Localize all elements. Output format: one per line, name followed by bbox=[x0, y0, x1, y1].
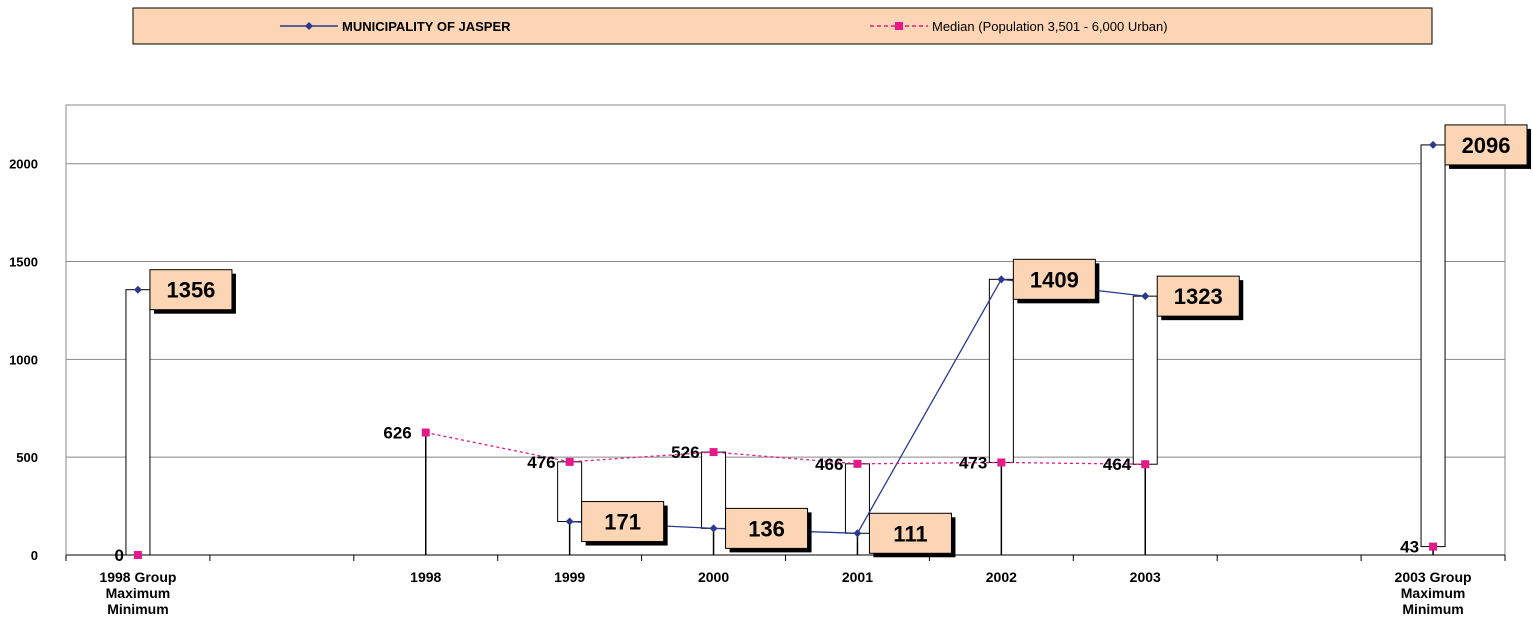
x-tick-label: 2002 bbox=[985, 569, 1017, 585]
high-low-box bbox=[701, 451, 727, 529]
data-label: 1356 bbox=[166, 278, 215, 303]
point bbox=[133, 285, 142, 294]
point bbox=[1141, 292, 1150, 301]
x-tick-label: 2000 bbox=[697, 569, 730, 585]
legend-marker bbox=[895, 22, 903, 30]
point bbox=[997, 458, 1006, 467]
y-tick-label: 500 bbox=[16, 450, 38, 465]
point bbox=[565, 457, 574, 466]
point bbox=[709, 524, 718, 533]
data-label: 526 bbox=[671, 443, 699, 462]
data-label: 111 bbox=[893, 521, 927, 546]
data-label: 466 bbox=[815, 455, 843, 474]
point bbox=[709, 448, 718, 457]
x-tick-label: 1998 Group Maximum Minimum bbox=[99, 569, 177, 617]
high-low-box bbox=[988, 278, 1014, 463]
point bbox=[565, 517, 574, 526]
x-tick-label: 2003 Group Maximum Minimum bbox=[1394, 569, 1472, 617]
point bbox=[997, 275, 1006, 284]
high-low-box bbox=[125, 289, 151, 556]
data-label: 476 bbox=[527, 453, 555, 472]
point bbox=[133, 551, 142, 559]
y-tick-label: 1000 bbox=[9, 352, 38, 367]
point bbox=[1429, 542, 1438, 551]
x-tick-label: 1998 bbox=[410, 569, 442, 585]
label-box bbox=[1012, 258, 1096, 300]
point bbox=[853, 529, 862, 538]
point bbox=[1141, 460, 1150, 469]
data-label: 0 bbox=[114, 546, 123, 565]
legend-marker bbox=[305, 22, 313, 30]
label-box bbox=[581, 501, 665, 543]
high-low-box bbox=[844, 463, 870, 534]
data-label: 464 bbox=[1103, 455, 1132, 474]
label-box bbox=[1156, 275, 1240, 317]
y-tick-label: 1500 bbox=[9, 255, 38, 270]
x-tick-label: 2001 bbox=[841, 569, 874, 585]
x-tick-label: 2003 bbox=[1129, 569, 1161, 585]
high-low-box bbox=[557, 461, 583, 523]
data-label: 2096 bbox=[1462, 133, 1511, 158]
x-tick-label: 1999 bbox=[554, 569, 586, 585]
legend-label: MUNICIPALITY OF JASPER bbox=[342, 19, 511, 34]
data-label: 43 bbox=[1400, 538, 1419, 557]
legend-label: Median (Population 3,501 - 6,000 Urban) bbox=[932, 19, 1168, 34]
label-box bbox=[149, 269, 233, 311]
y-tick-label: 0 bbox=[31, 548, 38, 563]
point bbox=[853, 459, 862, 468]
legend-box bbox=[132, 7, 1433, 45]
data-label: 1323 bbox=[1174, 284, 1223, 309]
point bbox=[421, 428, 430, 437]
high-low-box bbox=[1132, 295, 1158, 465]
label-box bbox=[1444, 124, 1528, 166]
data-label: 171 bbox=[604, 510, 641, 535]
label-box bbox=[868, 512, 952, 554]
high-low-box bbox=[1420, 144, 1446, 548]
series-line bbox=[425, 431, 1146, 465]
y-tick-label: 2000 bbox=[9, 157, 38, 172]
data-label: 136 bbox=[748, 516, 785, 541]
point bbox=[1429, 140, 1438, 149]
data-label: 626 bbox=[383, 424, 411, 443]
data-label: 1409 bbox=[1030, 267, 1079, 292]
plot-area bbox=[65, 104, 1506, 556]
label-box bbox=[725, 507, 809, 549]
data-label: 473 bbox=[959, 453, 987, 472]
